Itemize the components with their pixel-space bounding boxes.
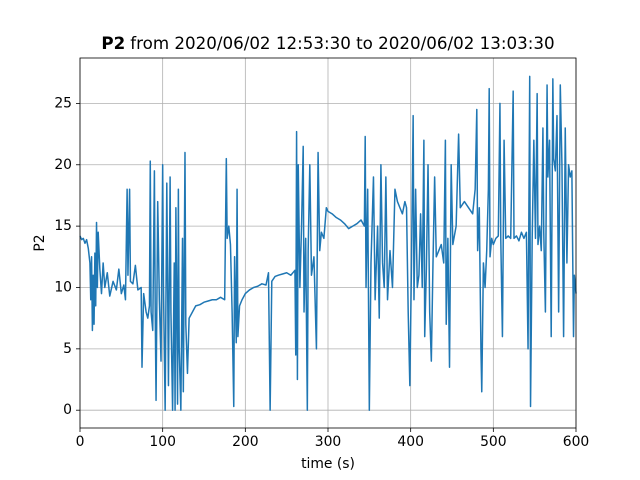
y-axis-label: P2 <box>32 234 48 251</box>
y-tick-label: 25 <box>54 95 72 111</box>
x-tick-label: 100 <box>149 434 176 450</box>
y-tick-label: 0 <box>63 402 72 418</box>
y-tick-label: 5 <box>63 341 72 357</box>
data-line <box>79 75 577 411</box>
y-tick-label: 15 <box>54 218 72 234</box>
x-tick-label: 200 <box>232 434 259 450</box>
x-tick-label: 0 <box>76 434 85 450</box>
x-tick-label: 500 <box>480 434 507 450</box>
plot-frame <box>79 57 577 429</box>
x-tick-label: 400 <box>397 434 424 450</box>
x-tick-label: 300 <box>315 434 342 450</box>
title-bold: P2 <box>101 33 125 53</box>
title-rest: from 2020/06/02 12:53:30 to 2020/06/02 1… <box>130 33 554 53</box>
x-axis-label: time (s) <box>301 456 355 472</box>
y-tick-label: 10 <box>54 279 72 295</box>
y-tick-label: 20 <box>54 157 72 173</box>
x-tick-label: 600 <box>563 434 590 450</box>
chart-title: P2 from 2020/06/02 12:53:30 to 2020/06/02… <box>101 33 554 53</box>
